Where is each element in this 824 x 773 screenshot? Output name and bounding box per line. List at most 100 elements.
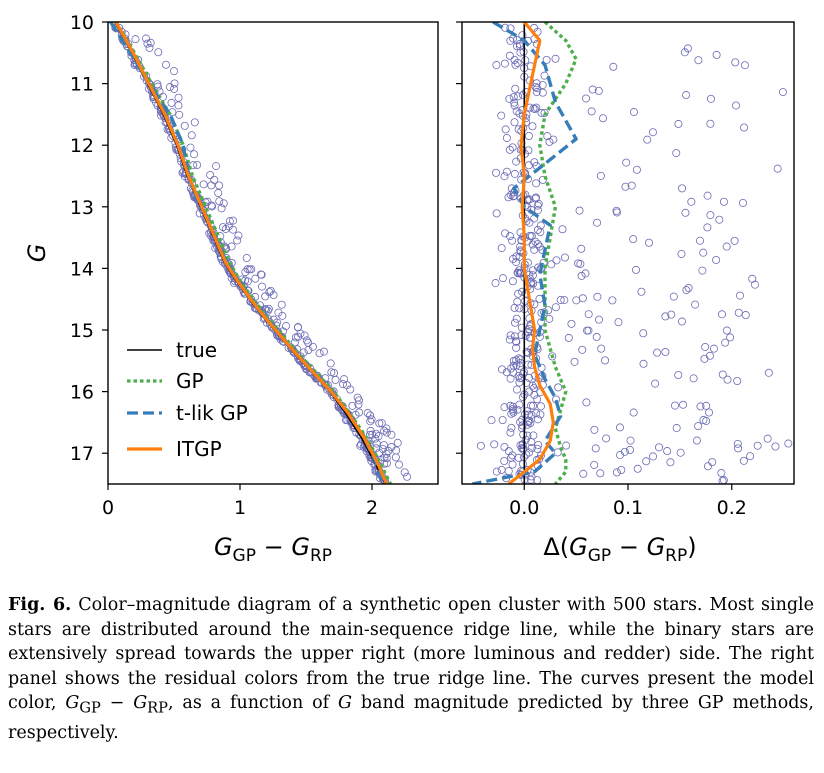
data-point	[590, 460, 599, 469]
data-point	[521, 56, 530, 65]
data-point	[706, 94, 715, 103]
data-point	[717, 469, 726, 478]
data-point	[506, 401, 515, 410]
data-point	[533, 84, 542, 93]
data-point	[518, 90, 527, 99]
data-point	[684, 284, 693, 293]
left-y-tick-label: 16	[70, 382, 94, 404]
data-point	[513, 297, 522, 306]
data-point	[703, 191, 712, 200]
data-point	[722, 242, 731, 251]
data-point	[570, 357, 579, 366]
data-point	[500, 172, 509, 181]
caption-math-g1: G	[65, 693, 80, 713]
data-point	[736, 291, 745, 300]
data-point	[476, 441, 485, 450]
caption-label: Fig. 6.	[8, 595, 72, 615]
data-point	[170, 79, 179, 88]
data-point	[215, 197, 224, 206]
data-point	[502, 167, 511, 176]
data-point	[621, 182, 630, 191]
data-point	[552, 256, 561, 265]
data-point	[527, 232, 536, 241]
data-point	[536, 221, 545, 230]
data-point	[695, 236, 704, 245]
data-point	[674, 370, 683, 379]
left-model-curves	[109, 22, 393, 484]
data-point	[206, 171, 215, 180]
caption-math-g3: G	[337, 693, 352, 713]
data-point	[553, 448, 562, 457]
data-point	[242, 253, 251, 262]
data-point	[609, 62, 618, 71]
data-point	[527, 443, 536, 452]
data-point	[533, 240, 542, 249]
data-point	[382, 454, 391, 463]
data-point	[368, 430, 377, 439]
data-point	[771, 442, 780, 451]
data-point	[212, 162, 221, 171]
data-point	[672, 149, 681, 158]
data-point	[363, 409, 372, 418]
data-point	[513, 269, 522, 278]
data-point	[501, 125, 510, 134]
data-point	[215, 181, 224, 190]
data-point	[508, 451, 517, 460]
data-point	[560, 253, 569, 262]
data-point	[554, 383, 563, 392]
data-point	[507, 453, 516, 462]
data-point	[293, 323, 302, 332]
data-point	[699, 248, 708, 257]
data-point	[521, 331, 530, 340]
data-point	[514, 354, 523, 363]
data-point	[694, 56, 703, 65]
data-point	[233, 236, 242, 245]
data-point	[534, 440, 543, 449]
data-point	[741, 311, 750, 320]
data-point	[266, 286, 275, 295]
data-point	[691, 300, 700, 309]
data-point	[778, 88, 787, 97]
data-point	[190, 118, 199, 127]
data-point	[587, 107, 596, 116]
data-point	[631, 265, 640, 274]
data-point	[705, 408, 714, 417]
data-point	[594, 86, 603, 95]
data-point	[214, 189, 223, 198]
data-point	[186, 143, 195, 152]
data-point	[545, 314, 554, 323]
data-point	[542, 55, 551, 64]
left-y-tick-label: 10	[70, 12, 94, 34]
left-y-tick-label: 17	[70, 443, 94, 465]
data-point	[504, 467, 513, 476]
data-point	[513, 42, 522, 51]
data-point	[500, 442, 509, 451]
data-point	[207, 181, 216, 190]
data-point	[366, 426, 375, 435]
data-point	[517, 424, 526, 433]
data-point	[519, 370, 528, 379]
svg-text:true: true	[176, 338, 217, 362]
data-point	[304, 338, 313, 347]
data-point	[593, 218, 602, 227]
data-point	[403, 472, 412, 481]
data-point	[500, 59, 509, 68]
data-point	[532, 179, 541, 188]
data-point	[701, 342, 710, 351]
data-point	[676, 448, 685, 457]
data-point	[533, 415, 542, 424]
data-point	[532, 88, 541, 97]
legend-item-gp: GP	[127, 369, 204, 393]
data-point	[703, 223, 712, 232]
right-x-tick-label: 0.0	[509, 497, 539, 519]
data-point	[512, 314, 521, 323]
data-point	[497, 244, 506, 253]
data-point	[338, 380, 347, 389]
caption-text-1: Color–magnitude diagram of a synthetic o…	[8, 595, 814, 713]
data-point	[680, 48, 689, 57]
left-y-tick-label: 15	[70, 320, 94, 342]
data-point	[375, 419, 384, 428]
data-point	[530, 390, 539, 399]
data-point	[639, 329, 648, 338]
